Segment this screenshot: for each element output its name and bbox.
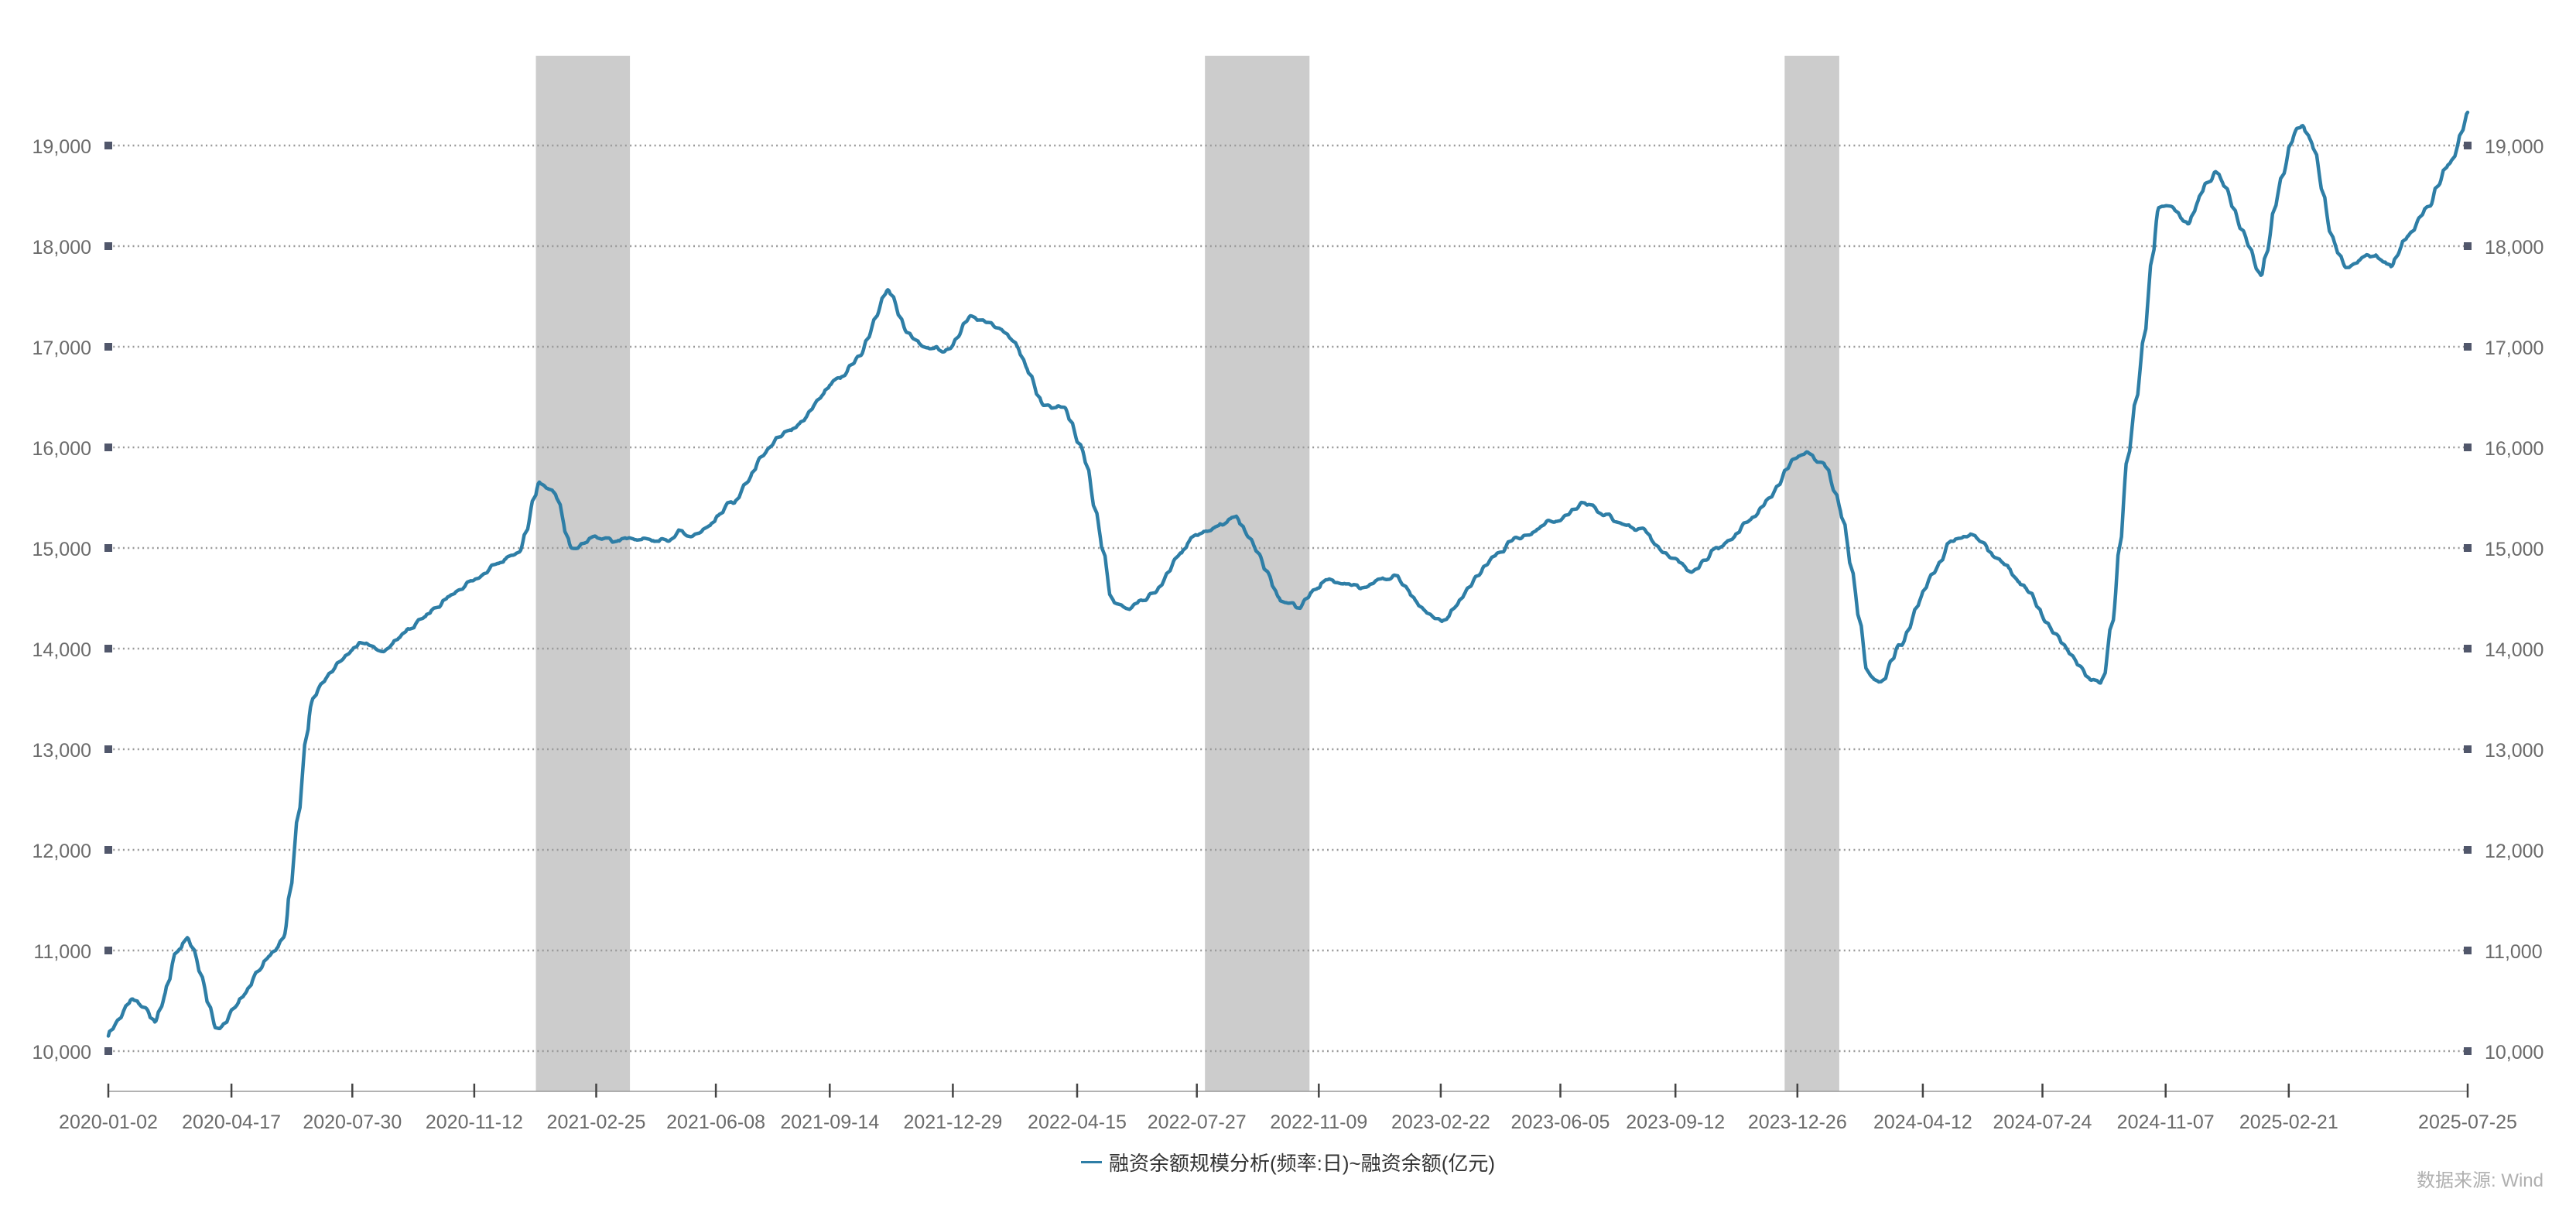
- svg-text:2023-06-05: 2023-06-05: [1511, 1111, 1610, 1133]
- svg-text:2023-02-22: 2023-02-22: [1391, 1111, 1490, 1133]
- svg-text:15,000: 15,000: [32, 539, 91, 560]
- svg-text:15,000: 15,000: [2485, 539, 2544, 560]
- svg-text:2020-04-17: 2020-04-17: [182, 1111, 281, 1133]
- svg-text:12,000: 12,000: [32, 841, 91, 862]
- svg-text:19,000: 19,000: [32, 136, 91, 158]
- svg-text:13,000: 13,000: [2485, 740, 2544, 762]
- svg-text:11,000: 11,000: [33, 941, 91, 963]
- svg-text:14,000: 14,000: [32, 639, 91, 661]
- svg-text:12,000: 12,000: [2485, 841, 2544, 862]
- svg-text:17,000: 17,000: [2485, 337, 2544, 359]
- svg-text:2020-01-02: 2020-01-02: [59, 1111, 158, 1133]
- svg-text:2022-04-15: 2022-04-15: [1028, 1111, 1127, 1133]
- svg-text:14,000: 14,000: [2485, 639, 2544, 661]
- svg-text:2022-11-09: 2022-11-09: [1270, 1111, 1367, 1133]
- svg-text:16,000: 16,000: [32, 438, 91, 460]
- svg-text:2021-06-08: 2021-06-08: [666, 1111, 765, 1133]
- svg-text:11,000: 11,000: [2485, 941, 2543, 963]
- svg-text:2021-02-25: 2021-02-25: [547, 1111, 646, 1133]
- svg-text:2024-07-24: 2024-07-24: [1993, 1111, 2092, 1133]
- svg-text:2023-09-12: 2023-09-12: [1626, 1111, 1725, 1133]
- svg-text:19,000: 19,000: [2485, 136, 2544, 158]
- svg-text:2024-11-07: 2024-11-07: [2117, 1111, 2215, 1133]
- svg-text:2022-07-27: 2022-07-27: [1148, 1111, 1247, 1133]
- svg-text:13,000: 13,000: [32, 740, 91, 762]
- svg-text:2025-02-21: 2025-02-21: [2239, 1111, 2338, 1133]
- svg-text:16,000: 16,000: [2485, 438, 2544, 460]
- svg-text:17,000: 17,000: [32, 337, 91, 359]
- svg-text:2025-07-25: 2025-07-25: [2418, 1111, 2517, 1133]
- svg-text:18,000: 18,000: [2485, 237, 2544, 259]
- svg-text:10,000: 10,000: [32, 1042, 91, 1063]
- svg-text:2023-12-26: 2023-12-26: [1748, 1111, 1847, 1133]
- svg-text:2024-04-12: 2024-04-12: [1873, 1111, 1972, 1133]
- svg-text:10,000: 10,000: [2485, 1042, 2544, 1063]
- svg-text:2020-11-12: 2020-11-12: [426, 1111, 523, 1133]
- svg-text:2020-07-30: 2020-07-30: [303, 1111, 402, 1133]
- svg-text:2021-09-14: 2021-09-14: [780, 1111, 879, 1133]
- svg-text:18,000: 18,000: [32, 237, 91, 259]
- svg-text:2021-12-29: 2021-12-29: [903, 1111, 1002, 1133]
